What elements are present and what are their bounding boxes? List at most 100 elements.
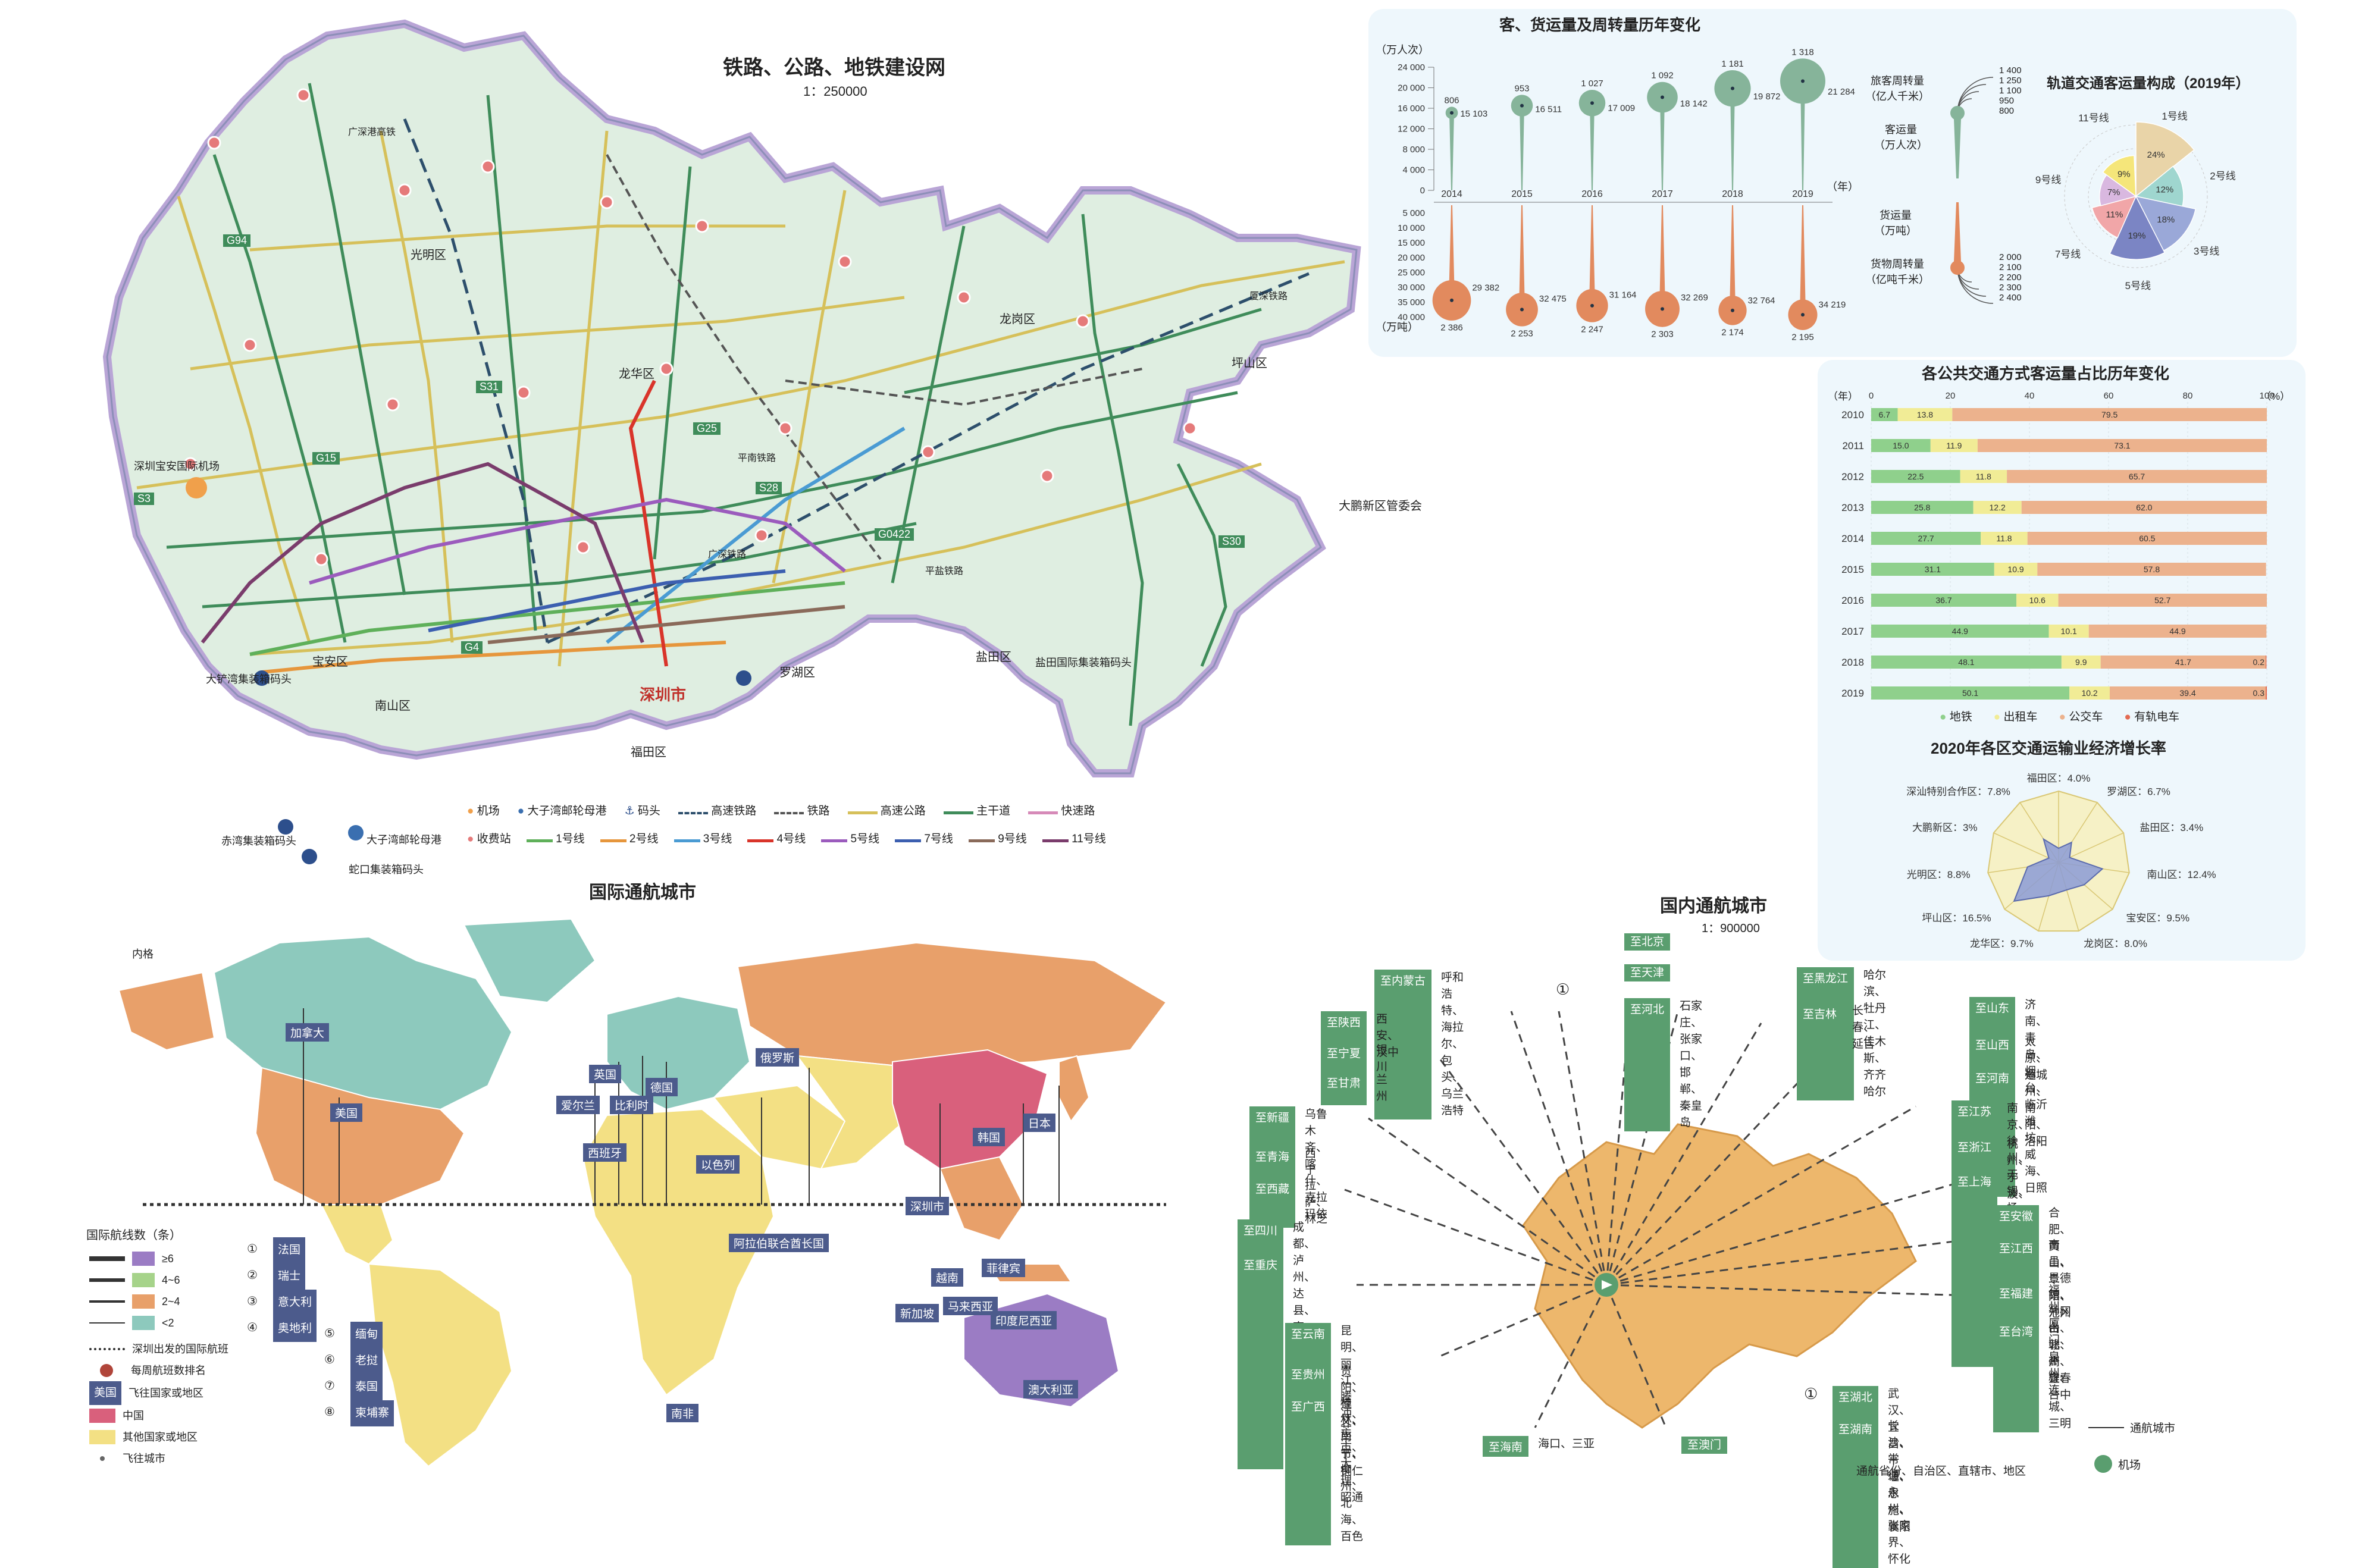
share-bar-segment — [1952, 408, 2267, 421]
share-bar-segment — [2021, 501, 2267, 514]
anchor-icon: ⚓ — [624, 805, 635, 817]
rail-map-scale: 1：250000 — [803, 84, 867, 99]
year-label: 2017 — [1841, 626, 1864, 637]
dom-map-scale: 1：900000 — [1702, 922, 1760, 935]
country-malaysia: 马来西亚 — [943, 1297, 998, 1315]
legend-hsr: 高速铁路 — [678, 802, 756, 818]
airport-icon — [2094, 1455, 2112, 1473]
share-value-label: 52.7 — [2154, 595, 2170, 605]
share-value-label: 22.5 — [1907, 472, 1924, 481]
x-tick-label: 60 — [2104, 391, 2114, 401]
road-label-g0422: G0422 — [875, 528, 914, 541]
y-tick-top: 8 000 — [1402, 145, 1425, 155]
y-tick-bottom: 35 000 — [1398, 297, 1425, 308]
central-america — [320, 1204, 394, 1265]
country-canada: 加拿大 — [286, 1023, 330, 1042]
shenzhen-land — [102, 19, 1361, 777]
place-label-chiwan: 赤湾集装箱码头 — [221, 835, 296, 847]
domestic-routes — [1344, 999, 2012, 1428]
road-label-s28: S28 — [756, 482, 782, 494]
metro-lines — [201, 380, 906, 674]
passenger-stem — [1800, 81, 1805, 190]
share-value-label: 48.1 — [1958, 657, 1974, 667]
y-tick-top: 4 000 — [1402, 165, 1425, 175]
road-label-s30: S30 — [1218, 535, 1245, 548]
legend-line7: 7号线 — [895, 830, 953, 846]
route-nmg: 至内蒙古 呼和浩特、海拉尔、 包头、乌兰浩特 — [1374, 970, 1464, 1119]
route-hb: 至河北 石家庄、张家口、 邯郸、秦皇岛 — [1624, 998, 1702, 1131]
country-belgium: 比利时 — [610, 1096, 654, 1114]
share-bar-segment — [2048, 625, 2089, 638]
high-speed-rail — [403, 118, 1310, 644]
rail-label-pingyan: 平盐铁路 — [925, 566, 964, 576]
share-value-label: 13.8 — [1917, 410, 1933, 419]
radar-label: 罗湖区：6.7% — [2107, 786, 2170, 798]
legend-line3: 3号线 — [674, 830, 732, 846]
share-legend: ● 地铁 ● 出租车 ● 公交车 ● 有轨电车 — [1940, 708, 2179, 724]
share-bar-segment — [1973, 501, 2022, 514]
legend-line4: 4号线 — [747, 830, 806, 846]
pie-slice — [2109, 195, 2166, 260]
district-label-baoan: 宝安区 — [312, 656, 348, 669]
legend-tram: ● 有轨电车 — [2124, 711, 2180, 723]
y-tick-bottom: 30 000 — [1398, 283, 1425, 293]
y-tick-bottom: 15 000 — [1398, 238, 1425, 248]
road-label-g4: G4 — [461, 641, 483, 654]
freight-point — [1801, 313, 1805, 317]
label-freight-turnover: 货物周转量 （亿吨千米） — [1865, 258, 1929, 286]
legend-line11: 11号线 — [1042, 830, 1106, 846]
share-value-label: 57.8 — [2144, 565, 2160, 574]
pie-category-label: 3号线 — [2194, 246, 2219, 257]
passenger-point — [1731, 86, 1734, 90]
legend-row-1: ● 机场 ● 大子湾邮轮母港 ⚓ 码头 高速铁路 铁路 高速公路 主干道 快速路 — [467, 802, 1181, 818]
y-tick-top: 24 000 — [1398, 62, 1425, 73]
alaska — [118, 971, 215, 1051]
pie-slice — [2135, 121, 2195, 197]
radar-label: 宝安区：9.5% — [2126, 912, 2189, 924]
freight-value-label: 29 382 — [1472, 283, 1499, 293]
passenger-value-label: 18 142 — [1680, 99, 1708, 109]
country-germany: 德国 — [646, 1078, 678, 1096]
freight-point — [1590, 303, 1594, 308]
share-value-label: 10.9 — [2007, 565, 2023, 574]
intl-legend-items: 深圳出发的国际航班 每周航班数排名 美国 飞往国家或地区 中国 其他国家或地区 飞… — [89, 1338, 228, 1469]
freight-stem — [1659, 205, 1665, 309]
tram-value-label: 0.3 — [2253, 688, 2265, 698]
pie-category-label: 1号线 — [2162, 111, 2187, 122]
share-chart-svg: 0 20 40 60 80 100 2010 6.7 13.8 79.5 2011 15.0 11.9 7… — [1841, 391, 2275, 702]
share-bar-segment — [1871, 686, 2070, 700]
intl-map-title: 国际通航城市 — [589, 883, 696, 902]
share-bar-segment — [1977, 439, 2267, 452]
passenger-value-label: 17 009 — [1608, 104, 1635, 114]
pie-value-label: 24% — [2147, 150, 2165, 160]
y-tick-bottom: 20 000 — [1398, 253, 1425, 263]
country-australia: 澳大利亚 — [1023, 1380, 1079, 1398]
share-y-unit: （年） — [1828, 391, 1858, 402]
x-tick-label: 2019 — [1792, 189, 1813, 199]
radar-label: 南山区：12.4% — [2147, 869, 2216, 880]
share-bar-segment — [1994, 563, 2038, 576]
rail-pie-title: 轨道交通客运量构成（2019年） — [2047, 76, 2250, 92]
freight-value-label: 32 764 — [1748, 296, 1775, 306]
district-label-nanshan: 南山区 — [375, 700, 411, 713]
country-israel: 以色列 — [696, 1155, 740, 1174]
route-bj: 至北京 — [1624, 933, 1671, 951]
passenger-turnover-label: 1 092 — [1651, 71, 1674, 81]
freight-stem — [1730, 205, 1736, 311]
share-bar-segment — [2058, 594, 2267, 607]
radar-label: 盐田区：3.4% — [2140, 822, 2203, 833]
pie-slice — [2102, 155, 2137, 197]
y-tick-top: 0 — [1420, 186, 1425, 196]
country-usa: 美国 — [330, 1103, 363, 1122]
se-asia — [939, 1156, 1025, 1241]
country-korea: 韩国 — [973, 1128, 1005, 1146]
country-shenzhen: 深圳市 — [906, 1197, 950, 1215]
y-tick-bottom: 40 000 — [1398, 312, 1425, 322]
rail-road-map — [71, 12, 1368, 886]
route-qh: 至青海 西宁 — [1249, 1146, 1316, 1179]
shenzhen-map-svg — [102, 19, 1361, 864]
rail-label-xiashen: 厦深铁路 — [1249, 291, 1288, 302]
share-value-label: 9.9 — [2075, 657, 2087, 667]
share-bar-segment — [2061, 656, 2101, 669]
dom-legend-airport: 机场 — [2094, 1455, 2141, 1473]
